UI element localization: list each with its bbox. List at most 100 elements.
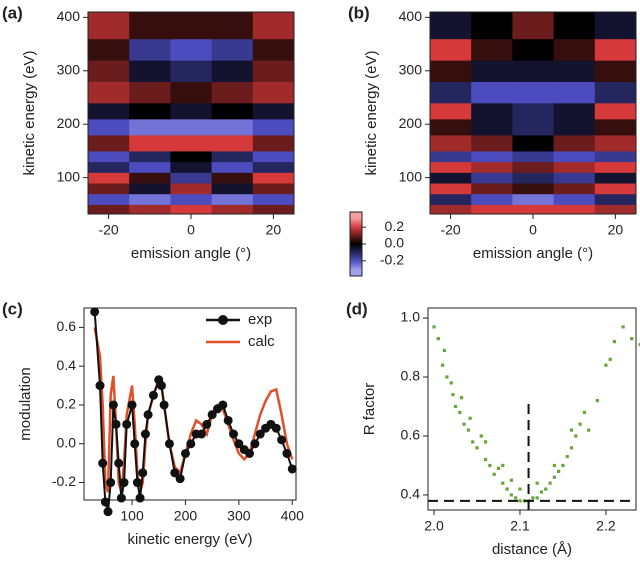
heat-cell [170,12,213,40]
point [608,357,612,361]
heat-cell [88,193,130,205]
heat-cell [471,38,513,61]
heat-cell [88,12,130,40]
point [535,496,539,500]
point [445,375,449,379]
heat-cell [252,81,295,104]
heat-cell [88,60,130,82]
heat-cell [129,134,171,152]
series-marker [135,493,145,503]
heat-cell [553,161,596,173]
heat-cell [512,161,555,173]
y-tick-label: 1.0 [401,309,421,325]
y-tick-label: 300 [57,61,81,77]
series-marker [90,307,100,317]
y-tick-label: 0.6 [57,318,77,334]
colorbar-tick-label: 0.0 [385,235,405,251]
series-marker [202,419,212,429]
y-tick-label: 0.0 [57,434,77,450]
heat-cell [88,150,130,163]
x-axis-label: emission angle (°) [131,245,251,262]
heat-cell [252,102,295,120]
heat-cell [512,12,555,40]
heat-cell [252,193,295,205]
point [630,337,634,341]
series-marker [287,464,297,474]
series-marker [98,458,108,468]
series-marker [100,497,110,507]
point [557,469,561,473]
heat-cell [512,172,555,184]
heat-cell [252,12,295,40]
series-marker [130,439,140,449]
x-tick-label: 2.0 [424,518,444,534]
heat-cell [252,118,295,136]
x-tick-label: 2.2 [596,518,616,534]
heat-cell [553,81,596,104]
series-marker [223,415,233,425]
legend-marker [218,315,228,325]
heat-cell [553,102,596,120]
heat-cell [594,102,637,120]
series-marker [119,478,129,488]
x-axis-label: kinetic energy (eV) [127,531,252,548]
heat-cell [170,118,213,136]
series-marker [111,419,121,429]
heat-cell [88,172,130,184]
point [458,410,462,414]
point [501,463,505,468]
point [483,457,488,462]
point [612,340,617,344]
heat-cell [211,204,254,215]
heat-cell [211,150,254,163]
heat-cell [211,193,254,205]
heat-cell [553,183,596,195]
point [453,404,458,409]
heat-cell [471,172,513,184]
point [509,478,513,482]
heat-cell [211,134,254,152]
x-axis-label: distance (Å) [492,541,572,558]
heat-cell [594,118,637,136]
heat-cell [211,172,254,184]
series-marker [106,478,116,488]
point [462,422,466,426]
colorbar-tick-label: -0.2 [380,252,404,268]
heat-cell [553,60,596,82]
heat-cell [252,38,295,61]
heat-cell [471,193,513,205]
point [518,487,522,491]
point [471,440,475,444]
heat-cell [553,12,596,40]
point [432,325,436,329]
heat-cell [129,12,171,40]
heat-cell [594,134,637,152]
point [501,481,505,485]
series-marker [255,429,265,439]
point [569,446,574,450]
heat-cell [129,183,171,195]
series-marker [170,468,180,478]
x-tick-label: 0 [529,222,537,238]
heat-cell [594,60,637,82]
y-tick-label: 0.4 [401,486,421,502]
plot-frame [427,307,637,511]
y-axis-label: kinetic energy (eV) [363,50,380,175]
heat-cell [252,172,295,184]
x-tick-label: 20 [266,222,282,238]
heat-cell [430,134,472,152]
y-tick-label: 100 [57,168,81,184]
point [441,363,445,367]
point [509,493,513,497]
heat-cell [170,102,213,120]
y-tick-label: 400 [57,8,81,24]
heat-cell [512,183,555,195]
heat-cell [430,193,472,205]
heat-cell [88,204,130,215]
heat-cell [512,118,555,136]
series-marker [277,435,287,445]
heat-cell [430,150,472,163]
heat-cell [252,150,295,163]
heat-cell [170,38,213,61]
heat-cell [129,81,171,104]
